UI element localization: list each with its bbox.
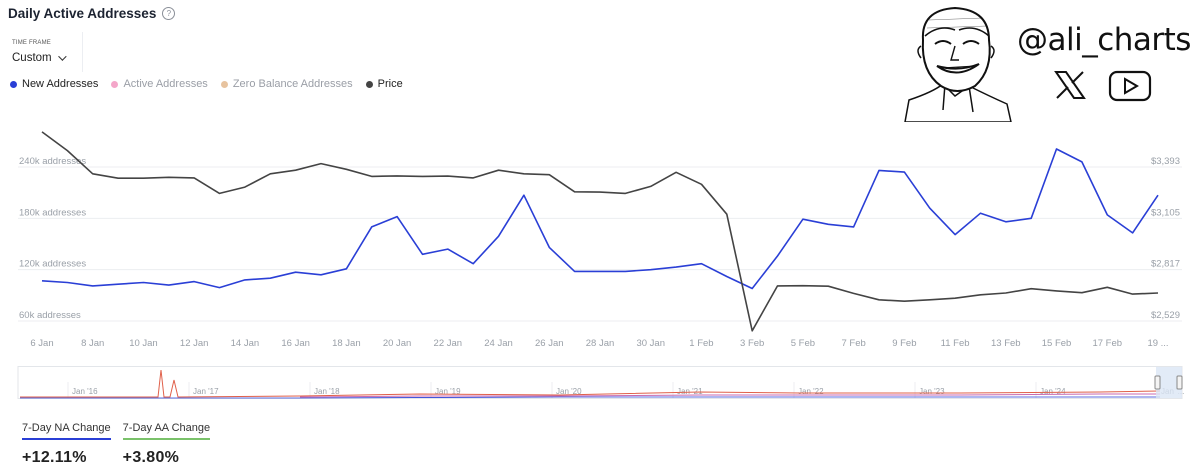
chevron-down-icon (57, 52, 67, 61)
legend-dot-icon (220, 80, 228, 88)
x-tick-label: 14 Jan (231, 338, 260, 349)
x-tick-label: 30 Jan (636, 338, 665, 349)
main-chart[interactable]: 60k addresses 120k addresses 180k addresse… (0, 110, 1200, 362)
legend-item-zero-balance-addresses[interactable]: Zero Balance Addresses (220, 78, 353, 90)
stat-aa-change: 7-Day AA Change +3.80% (122, 422, 211, 467)
x-tick-label: 26 Jan (535, 338, 564, 349)
legend-label: Zero Balance Addresses (232, 78, 353, 90)
chart-legend: New Addresses Active Addresses Zero Bala… (10, 78, 403, 90)
navigator-tick-label: Jan '20 (556, 387, 582, 396)
series-line-price (41, 131, 1159, 332)
legend-label: Price (377, 78, 403, 90)
x-tick-label: 13 Feb (991, 338, 1021, 349)
timeframe-dropdown[interactable]: Custom (12, 52, 67, 64)
series-line-new-addresses (41, 148, 1159, 290)
x-tick-label: 20 Jan (383, 338, 412, 349)
legend-dot-icon (365, 80, 373, 88)
navigator-tick-label: Jan '23 (919, 387, 945, 396)
x-tick-label: 12 Jan (180, 338, 209, 349)
timeframe-value: Custom (12, 52, 52, 64)
youtube-icon (1108, 70, 1152, 102)
timeframe-label: TIME FRAME (12, 40, 51, 46)
legend-label: Active Addresses (123, 78, 208, 90)
y-right-tick-label: $3,105 (1151, 207, 1180, 218)
navigator-tick-label: Jan '21 (677, 387, 703, 396)
stat-na-value: +12.11% (22, 449, 87, 466)
stat-na-label[interactable]: 7-Day NA Change (22, 422, 111, 440)
stat-aa-value: +3.80% (122, 449, 180, 466)
stat-aa-label[interactable]: 7-Day AA Change (122, 422, 211, 440)
navigator-tick-label: Jan '24 (1040, 387, 1066, 396)
x-tick-label: 24 Jan (484, 338, 513, 349)
stat-na-change: 7-Day NA Change +12.11% (22, 422, 111, 467)
y-left-tick-label: 60k addresses (19, 310, 81, 321)
legend-dot-icon (10, 80, 17, 88)
navigator-trace-active (20, 369, 1161, 398)
navigator-handle-right[interactable] (1176, 375, 1183, 390)
x-tick-label: 18 Jan (332, 338, 361, 349)
x-tick-label: 16 Jan (281, 338, 310, 349)
brand-handle: @ali_charts (1017, 22, 1191, 58)
brand-watermark: @ali_charts (903, 0, 1200, 123)
x-tick-label: 3 Feb (740, 338, 764, 349)
x-tick-label: 1 Feb (689, 338, 713, 349)
x-tick-label: 17 Feb (1092, 338, 1122, 349)
x-tick-label: 6 Jan (30, 338, 53, 349)
legend-label: New Addresses (22, 78, 99, 90)
y-right-tick-label: $2,529 (1151, 310, 1180, 321)
x-tick-label: 15 Feb (1042, 338, 1072, 349)
legend-item-active-addresses[interactable]: Active Addresses (111, 78, 208, 90)
y-right-tick-label: $3,393 (1151, 156, 1180, 167)
x-tick-label: 5 Feb (791, 338, 815, 349)
y-right-tick-label: $2,817 (1151, 259, 1180, 270)
navigator-trace-zero (299, 393, 1160, 398)
help-circle-icon[interactable]: ? (162, 7, 176, 20)
x-tick-label: 22 Jan (434, 338, 463, 349)
x-tick-label: 11 Feb (941, 338, 970, 349)
y-left-tick-label: 240k addresses (19, 156, 86, 167)
navigator-chart[interactable]: Jan '16 Jan '17 Jan '18 Jan '19 Jan '20 Jan '… (0, 366, 1200, 402)
navigator-handle-left[interactable] (1154, 375, 1161, 390)
navigator-tick-label: Jan '18 (314, 387, 340, 396)
x-tick-label: 8 Jan (81, 338, 104, 349)
y-left-tick-label: 120k addresses (19, 259, 86, 270)
avatar-icon (904, 6, 1012, 123)
x-tick-label: 19 ... (1147, 338, 1168, 349)
legend-item-price[interactable]: Price (365, 78, 403, 90)
x-tick-label: 7 Feb (841, 338, 865, 349)
change-stats: 7-Day NA Change +12.11% 7-Day AA Change … (22, 422, 211, 467)
x-logo-icon (1054, 71, 1086, 99)
y-left-tick-label: 180k addresses (19, 207, 86, 218)
timeframe-selector[interactable]: TIME FRAME Custom (0, 32, 83, 72)
x-tick-label: 28 Jan (586, 338, 615, 349)
navigator-tick-label: Jan '16 (72, 387, 98, 396)
navigator-trace-new (20, 396, 1160, 399)
page-title: Daily Active Addresses ? (8, 6, 176, 21)
x-tick-label: 9 Feb (892, 338, 916, 349)
navigator-tick-label: Jan '17 (193, 387, 219, 396)
navigator-tick-label: Jan '19 (435, 387, 461, 396)
navigator-tick-label: Jan '22 (798, 387, 824, 396)
legend-item-new-addresses[interactable]: New Addresses (10, 78, 98, 90)
x-tick-label: 10 Jan (129, 338, 158, 349)
legend-dot-icon (111, 80, 119, 88)
page-title-text: Daily Active Addresses (8, 6, 157, 21)
